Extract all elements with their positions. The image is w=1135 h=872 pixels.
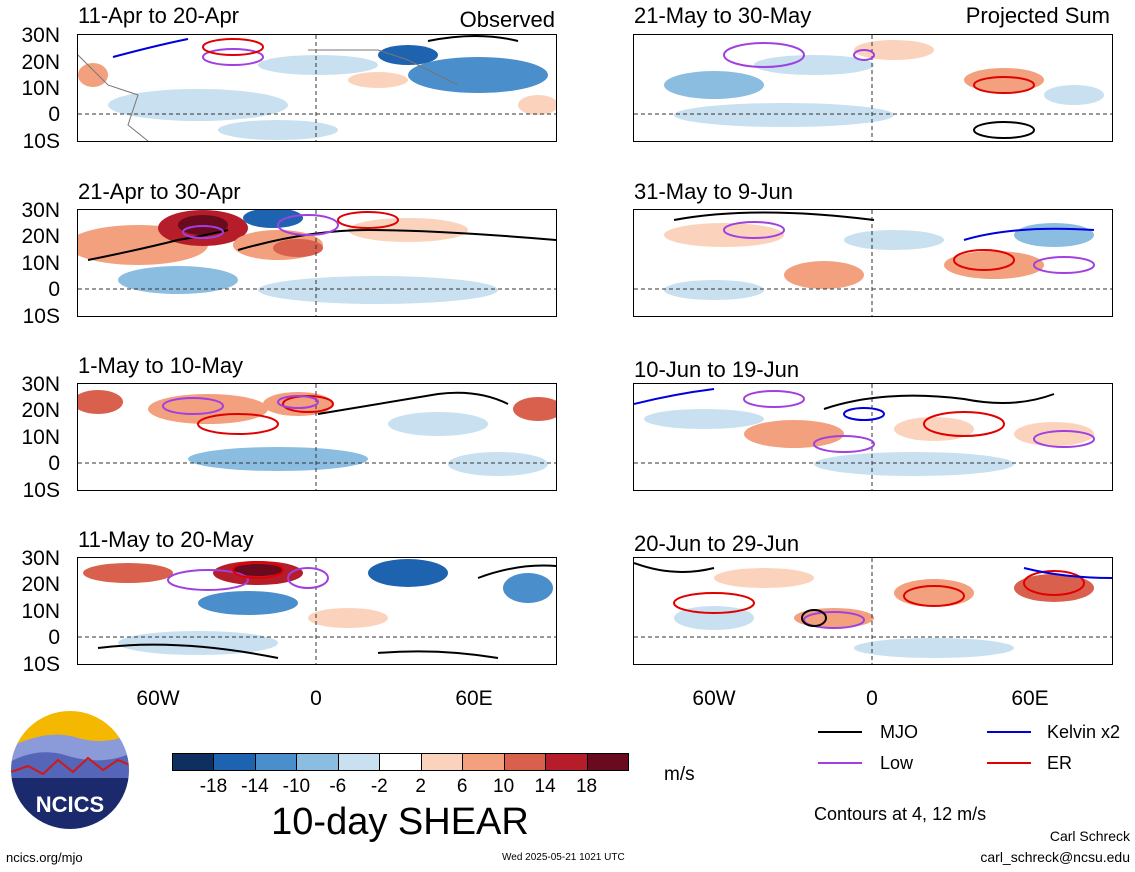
legend-swatch-er	[987, 762, 1031, 764]
panel-title-6: 31-May to 9-Jun	[634, 179, 793, 204]
legend-swatch-mjo	[818, 731, 862, 733]
panel-title-4: 11-May to 20-May	[78, 527, 254, 552]
colorbar-tick-label: 10	[493, 776, 515, 797]
y-label: 20N	[21, 573, 60, 596]
x-label: 0	[310, 687, 322, 710]
colorbar-box	[420, 753, 464, 771]
colorbar-box	[545, 753, 588, 771]
map-panel-7	[633, 383, 1113, 491]
y-label: 20N	[21, 399, 60, 422]
y-label: 10S	[22, 653, 60, 676]
legend-label-kelvin: Kelvin x2	[1047, 722, 1121, 742]
y-label: 30N	[21, 199, 60, 222]
x-label: 60E	[1011, 687, 1049, 710]
observed-label: Observed	[459, 7, 555, 32]
y-label: 0	[48, 103, 60, 126]
x-label: 60E	[455, 687, 493, 710]
x-label: 60W	[692, 687, 736, 710]
y-label: 0	[48, 452, 60, 475]
colorbar-box	[254, 753, 298, 771]
map-panel-3	[77, 383, 557, 491]
colorbar-units: m/s	[664, 764, 695, 785]
colorbar-box	[503, 753, 547, 771]
x-label: 0	[866, 687, 878, 710]
colorbar-tick-label: -18	[199, 776, 228, 797]
colorbar-box	[379, 753, 422, 771]
ncics-logo: NCICS	[8, 708, 132, 832]
panel-title-5: 21-May to 30-May	[634, 3, 812, 28]
colorbar-tick-label: 18	[575, 776, 598, 797]
colorbar-box	[462, 753, 505, 771]
colorbar-tick-label: -10	[282, 776, 311, 797]
map-panel-4	[77, 557, 557, 665]
colorbar-box	[586, 753, 629, 771]
colorbar-box	[337, 753, 381, 771]
y-label: 30N	[21, 373, 60, 396]
y-label: 30N	[21, 547, 60, 570]
y-label: 20N	[21, 225, 60, 248]
panel-title-7: 10-Jun to 19-Jun	[634, 357, 800, 382]
footer-author: Carl Schreck	[1049, 828, 1130, 844]
y-label: 10N	[21, 77, 60, 100]
logo-text: NCICS	[35, 792, 105, 817]
legend-label-er: ER	[1047, 753, 1073, 773]
footer-url[interactable]: ncics.org/mjo	[6, 850, 83, 865]
y-label: 10N	[21, 600, 60, 623]
y-label: 20N	[21, 51, 60, 74]
footer-timestamp: Wed 2025-05-21 1021 UTC	[502, 852, 625, 863]
colorbar-box	[172, 753, 215, 771]
y-label: 10S	[22, 305, 60, 328]
colorbar-tick-label: -14	[241, 776, 269, 797]
map-panel-2	[77, 209, 557, 317]
legend-label-mjo: MJO	[880, 722, 918, 742]
projected-sum-label: Projected Sum	[965, 3, 1110, 28]
colorbar-tick-label: 2	[415, 776, 426, 797]
legend-swatch-kelvin	[987, 731, 1031, 733]
colorbar-tick-label: -6	[329, 776, 347, 797]
colorbar	[172, 753, 629, 771]
colorbar-tick-label: 14	[534, 776, 556, 797]
y-label: 10S	[22, 130, 60, 153]
colorbar-tick-label: -2	[370, 776, 388, 797]
colorbar-box	[213, 753, 256, 771]
y-label: 30N	[21, 24, 60, 47]
colorbar-title: 10-day SHEAR	[271, 801, 529, 843]
contour-note: Contours at 4, 12 m/s	[814, 804, 987, 824]
map-panel-6	[633, 209, 1113, 317]
y-label: 10S	[22, 479, 60, 502]
panel-title-3: 1-May to 10-May	[78, 353, 244, 378]
panel-title-1: 11-Apr to 20-Apr	[78, 3, 240, 28]
legend-swatch-low	[818, 762, 862, 764]
legend-label-low: Low	[880, 753, 914, 773]
map-panel-5	[633, 34, 1113, 142]
y-label: 10N	[21, 252, 60, 275]
y-label: 0	[48, 626, 60, 649]
footer-email[interactable]: carl_schreck@ncsu.edu	[980, 849, 1130, 865]
colorbar-box	[296, 753, 339, 771]
map-panel-1	[77, 34, 557, 142]
x-label: 60W	[136, 687, 180, 710]
panel-title-2: 21-Apr to 30-Apr	[78, 179, 241, 204]
y-label: 10N	[21, 426, 60, 449]
y-label: 0	[48, 278, 60, 301]
map-panel-8	[633, 557, 1113, 665]
panel-title-8: 20-Jun to 29-Jun	[634, 531, 800, 556]
colorbar-tick-label: 6	[456, 776, 468, 797]
